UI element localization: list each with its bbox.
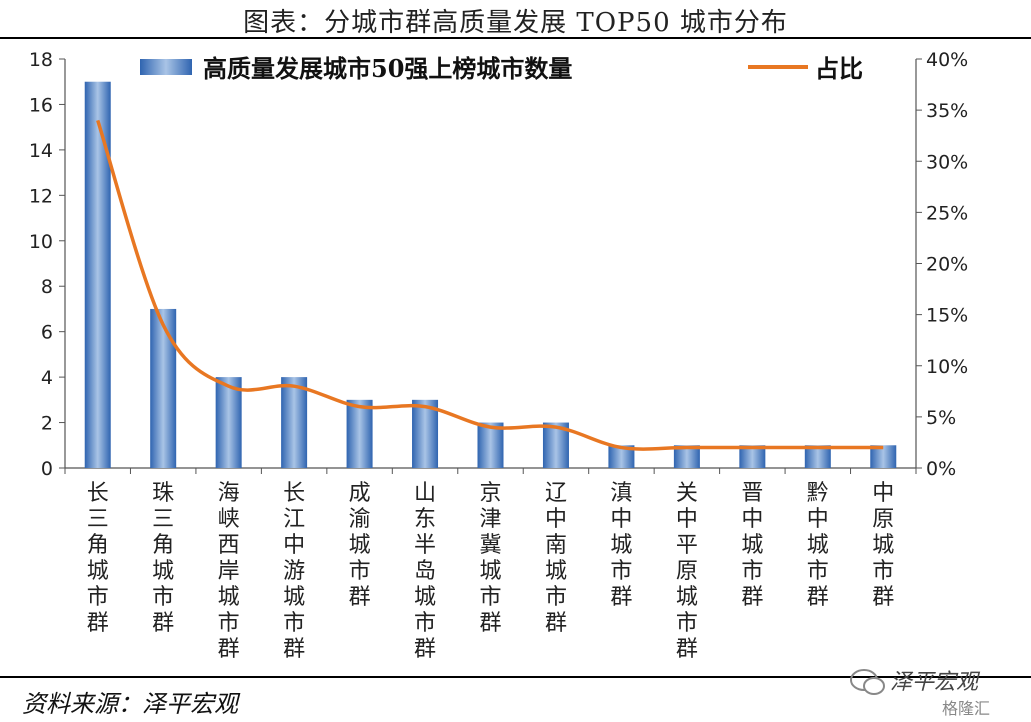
line-series-share <box>96 119 884 451</box>
bar <box>477 422 504 468</box>
x-category-label: 关中平原城市群 <box>676 481 698 662</box>
x-category-label: 中原城市群 <box>872 481 894 610</box>
watermark: 泽平宏观 格隆汇 <box>842 660 1027 718</box>
x-category-label: 黔中城市群 <box>807 481 829 610</box>
watermark-text: 泽平宏观 <box>890 670 979 695</box>
y-left-tick-label: 12 <box>29 185 53 207</box>
y-left-tick-label: 10 <box>29 231 53 253</box>
bar <box>281 377 308 468</box>
chart-title: 图表：分城市群高质量发展 TOP50 城市分布 <box>243 8 788 38</box>
y-right-tick-label: 30% <box>926 151 968 173</box>
wechat-icon <box>850 669 885 695</box>
y-right-tick-label: 20% <box>926 254 968 276</box>
bar <box>84 81 111 468</box>
y-right-tick-label: 25% <box>926 202 968 224</box>
bar <box>412 399 439 468</box>
y-right-tick-label: 5% <box>926 407 956 429</box>
y-left-tick-label: 2 <box>41 413 53 435</box>
y-left-tick-label: 14 <box>29 140 53 162</box>
bar <box>150 308 177 468</box>
source-note: 资料来源：泽平宏观 <box>22 690 238 718</box>
top-rule <box>0 37 1031 39</box>
y-left-tick-label: 16 <box>29 94 53 116</box>
y-left-tick-label: 18 <box>29 49 53 71</box>
combo-chart: 0 2 4 6 8 10 12 14 16 18 0% 5% 10% 15% 20% 25% 30% 35% 40%… <box>29 49 968 662</box>
legend-bar-swatch <box>140 59 192 75</box>
y-left-tick-label: 0 <box>41 458 53 480</box>
x-category-label: 珠三角城市群 <box>152 481 174 636</box>
y-left-tick-label: 8 <box>41 276 53 298</box>
bar <box>804 445 831 468</box>
y-left-tick-label: 4 <box>41 367 53 389</box>
bar <box>215 377 242 468</box>
bottom-rule <box>0 676 1031 678</box>
y-right-tick-label: 35% <box>926 100 968 122</box>
x-category-label: 长三角城市群 <box>87 481 109 636</box>
legend-line-label: 占比 <box>815 54 863 83</box>
x-category-label: 晋中城市群 <box>741 481 763 610</box>
y-left-tick-label: 6 <box>41 322 53 344</box>
x-category-label: 京津冀城市群 <box>479 481 501 636</box>
x-category-label: 山东半岛城市群 <box>414 481 436 662</box>
x-category-label: 滇中城市群 <box>610 481 632 610</box>
bar <box>870 445 897 468</box>
bar <box>608 445 635 468</box>
y-right-tick-label: 15% <box>926 305 968 327</box>
bar <box>739 445 766 468</box>
y-right-tick-label: 0% <box>926 458 956 480</box>
bar <box>346 399 373 468</box>
x-category-label: 长江中游城市群 <box>283 481 305 662</box>
y-right-tick-label: 10% <box>926 356 968 378</box>
x-category-label: 海峡西岸城市群 <box>218 481 240 662</box>
x-category-label: 成渝城市群 <box>349 481 371 610</box>
legend-bar-label: 高质量发展城市50强上榜城市数量 <box>203 54 572 83</box>
x-category-label: 辽中南城市群 <box>545 481 567 636</box>
watermark-logo: 格隆汇 <box>942 699 991 718</box>
y-right-tick-label: 40% <box>926 49 968 71</box>
bar <box>673 445 700 468</box>
